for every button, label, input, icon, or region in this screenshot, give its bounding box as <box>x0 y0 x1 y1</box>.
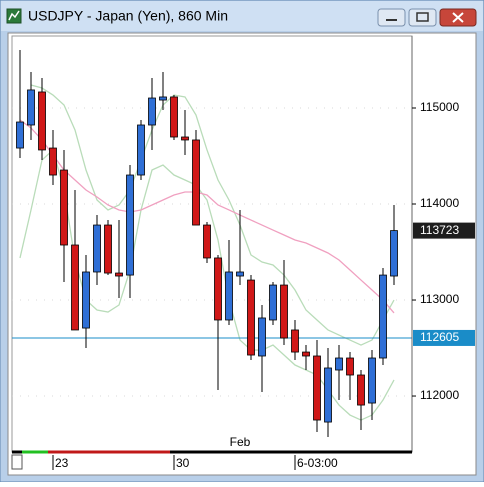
candle-body <box>192 139 200 226</box>
indicator-line <box>19 119 395 314</box>
candle-body <box>148 97 156 126</box>
candle-body <box>137 124 145 176</box>
hline-label: 112605 <box>420 330 459 344</box>
candle-body <box>214 257 222 321</box>
candle-body <box>280 284 288 339</box>
close-glyph <box>452 12 464 23</box>
candle-body <box>104 224 112 274</box>
x-tick-label: 30 <box>176 456 190 470</box>
maximize-button[interactable] <box>408 8 437 27</box>
candle-body <box>291 329 299 353</box>
last-price-label-box <box>413 222 475 239</box>
y-tick-label: 113000 <box>420 292 459 306</box>
candle-body <box>170 96 178 138</box>
x-tick-label: 6-03:00 <box>297 456 338 470</box>
hline-label-box <box>413 329 475 346</box>
candle-body <box>379 274 387 359</box>
candle-body <box>236 271 244 277</box>
candle-body <box>335 357 343 371</box>
candle-body <box>159 96 167 101</box>
candle-body <box>126 174 134 276</box>
plot <box>12 50 412 438</box>
minimize-button[interactable] <box>377 8 406 27</box>
y-tick-label: 115000 <box>420 100 459 114</box>
candle-body <box>82 271 90 329</box>
period-label: Feb <box>230 435 251 449</box>
candle-body <box>60 169 68 246</box>
candle-body <box>27 89 35 126</box>
x-tick-label: 23 <box>55 456 69 470</box>
indicator-line <box>30 84 395 346</box>
candle-body <box>346 357 354 376</box>
maximize-glyph <box>416 12 429 22</box>
candle-body <box>368 357 376 404</box>
candle-body <box>93 224 101 273</box>
y-tick-label: 114000 <box>420 196 459 210</box>
corner-box <box>11 454 23 470</box>
plot-area <box>11 35 413 453</box>
candle-body <box>324 367 332 423</box>
candle-body <box>71 244 79 331</box>
candle-body <box>203 224 211 259</box>
candle-body <box>16 121 24 149</box>
candle-body <box>49 147 57 176</box>
candle-body <box>313 355 321 421</box>
candle-body <box>269 284 277 321</box>
candle-body <box>247 279 255 356</box>
candle-body <box>302 351 310 357</box>
candle-body <box>390 230 398 277</box>
candle-body <box>38 91 46 151</box>
candle-body <box>225 271 233 321</box>
app-icon-glyph <box>8 10 20 21</box>
candle-body <box>258 317 266 357</box>
candle-body <box>181 136 189 141</box>
window-title: USDJPY - Japan (Yen), 860 Min <box>28 8 228 24</box>
candle-body <box>357 374 365 406</box>
y-tick-label: 112000 <box>420 388 459 402</box>
candle-body <box>115 272 123 277</box>
last-price-label: 113723 <box>420 223 459 237</box>
